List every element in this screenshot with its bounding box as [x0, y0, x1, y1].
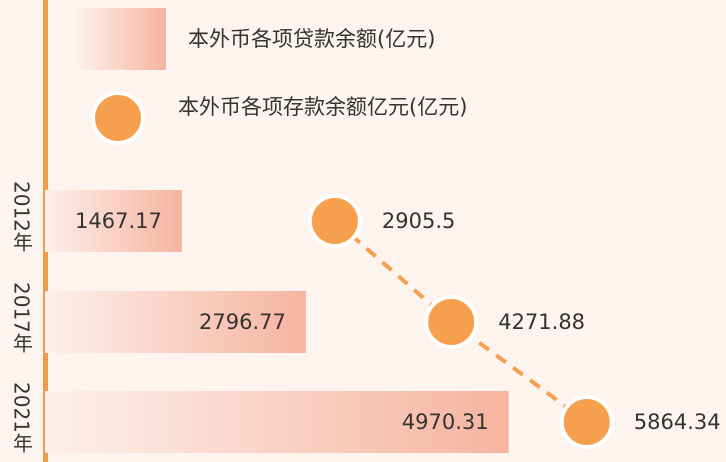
dot: [559, 395, 614, 449]
dot: [307, 194, 362, 248]
legend-swatch-dot: [91, 91, 145, 145]
bar: [45, 391, 509, 453]
dot: [424, 295, 479, 349]
category-label: 2017年: [10, 282, 34, 353]
legend-label: 本外币各项贷款余额(亿元): [188, 27, 435, 51]
value-label: 4271.88: [498, 310, 585, 334]
legend-swatch-bar: [78, 8, 166, 70]
value-label: 5864.34: [634, 410, 721, 434]
value-label: 2796.77: [199, 310, 286, 334]
value-label: 1467.17: [75, 209, 162, 233]
category-label: 2012年: [10, 181, 34, 252]
category-label: 2021年: [10, 382, 34, 453]
value-label: 4970.31: [402, 410, 489, 434]
bar: [45, 291, 306, 353]
value-label: 2905.5: [382, 209, 455, 233]
legend-label: 本外币各项存款余额亿元(亿元): [178, 95, 467, 119]
bar: [45, 190, 182, 252]
